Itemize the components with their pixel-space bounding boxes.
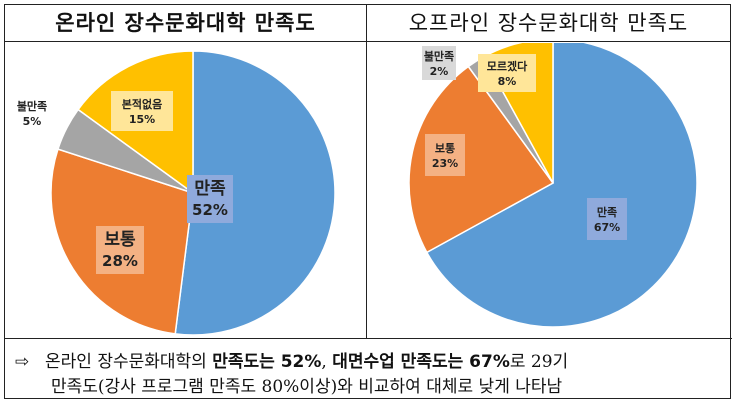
slice-label-dissatisfied: 불만족 2% xyxy=(422,46,456,80)
online-pie-chart: 만족 52% 보통 28% 불만족 5% 본적없음 15% xyxy=(17,50,336,336)
slice-category-label: 만족 xyxy=(194,179,226,199)
slice-value-label: 67% xyxy=(594,221,620,234)
caption-line-1: ⇨ 온라인 장수문화대학의 만족도는 52%, 대면수업 만족도는 67%로 29… xyxy=(15,347,568,372)
slice-value-label: 8% xyxy=(498,75,517,88)
online-satisfaction-panel: 온라인 장수문화대학 만족도 만족 52% 보통 28% 불만족 5% 본적없음 15% xyxy=(5,5,367,338)
slice-label-normal: 보통 28% xyxy=(96,226,144,274)
caption-text-e: 로 29기 xyxy=(509,352,569,372)
slice-category-label: 불만족 xyxy=(424,49,454,63)
pie-slice-satisfied xyxy=(174,50,336,336)
slice-category-label: 모르겠다 xyxy=(487,59,528,73)
slice-value-label: 23% xyxy=(432,157,458,170)
slice-category-label: 보통 xyxy=(435,142,455,155)
offline-satisfaction-panel: 오프라인 장수문화대학 만족도 만족 67% 보통 23% 불만족 2% 모르겠다 8% xyxy=(367,5,730,338)
pie-slice-normal xyxy=(408,65,555,254)
slice-category-label: 불만족 xyxy=(17,99,47,113)
arrow-icon: ⇨ xyxy=(15,352,30,372)
slice-label-unknown: 모르겠다 8% xyxy=(478,54,536,92)
slice-label-satisfied: 만족 52% xyxy=(187,175,233,223)
online-chart-title: 온라인 장수문화대학 만족도 xyxy=(5,5,366,42)
summary-caption: ⇨ 온라인 장수문화대학의 만족도는 52%, 대면수업 만족도는 67%로 29… xyxy=(5,338,732,398)
slice-category-label: 본적없음 xyxy=(122,97,162,111)
slice-label-dissatisfied: 불만족 5% xyxy=(17,99,47,128)
caption-offline-result: 대면수업 만족도는 67% xyxy=(332,352,510,372)
slice-value-label: 5% xyxy=(23,115,42,128)
caption-online-result: 만족도는 52% xyxy=(212,352,322,372)
slice-label-unknown: 본적없음 15% xyxy=(111,91,173,131)
slice-value-label: 28% xyxy=(102,252,138,270)
caption-text-a: 온라인 장수문화대학의 xyxy=(45,352,213,372)
offline-chart-title: 오프라인 장수문화대학 만족도 xyxy=(367,5,730,42)
caption-line-2: 만족도(강사 프로그램 만족도 80%이상)와 비교하여 대체로 낮게 나타남 xyxy=(51,377,563,397)
slice-value-label: 15% xyxy=(129,113,155,126)
slice-category-label: 보통 xyxy=(104,230,136,250)
slice-value-label: 2% xyxy=(430,65,449,78)
offline-pie-chart: 만족 67% 보통 23% 불만족 2% 모르겠다 8% xyxy=(408,43,698,328)
pie-slice-satisfied xyxy=(425,43,698,328)
slice-label-satisfied: 만족 67% xyxy=(587,198,627,240)
figure-frame: 온라인 장수문화대학 만족도 만족 52% 보통 28% 불만족 5% 본적없음 15% 오프… xyxy=(4,4,732,399)
slice-value-label: 52% xyxy=(192,201,228,219)
slice-label-normal: 보통 23% xyxy=(425,134,465,176)
caption-text-c: , xyxy=(321,352,333,372)
slice-category-label: 만족 xyxy=(597,205,617,219)
